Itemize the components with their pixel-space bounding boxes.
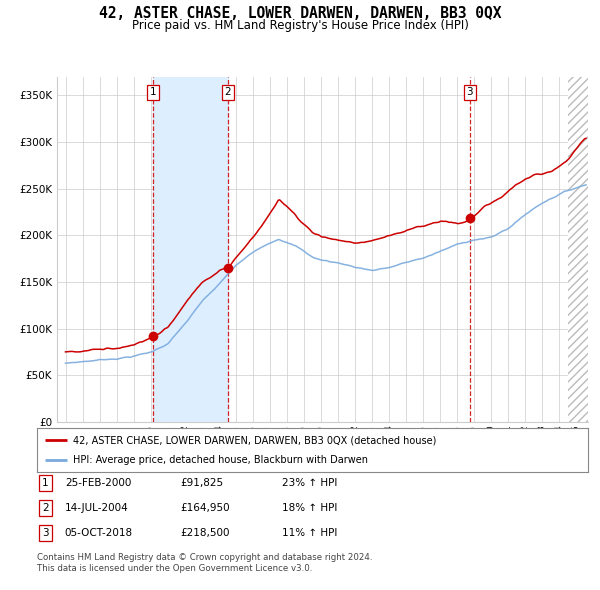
Text: 18% ↑ HPI: 18% ↑ HPI [282,503,337,513]
Text: 42, ASTER CHASE, LOWER DARWEN, DARWEN, BB3 0QX: 42, ASTER CHASE, LOWER DARWEN, DARWEN, B… [99,6,501,21]
Text: 25-FEB-2000: 25-FEB-2000 [65,478,131,488]
Text: Price paid vs. HM Land Registry's House Price Index (HPI): Price paid vs. HM Land Registry's House … [131,19,469,32]
Text: £164,950: £164,950 [180,503,230,513]
Bar [152,77,228,422]
Text: £218,500: £218,500 [180,528,229,537]
Text: 23% ↑ HPI: 23% ↑ HPI [282,478,337,488]
Text: 3: 3 [42,528,49,537]
Text: 11% ↑ HPI: 11% ↑ HPI [282,528,337,537]
Text: 05-OCT-2018: 05-OCT-2018 [65,528,133,537]
Text: Contains HM Land Registry data © Crown copyright and database right 2024.
This d: Contains HM Land Registry data © Crown c… [37,553,373,573]
Text: 2: 2 [224,87,231,97]
Bar [568,77,593,422]
Text: HPI: Average price, detached house, Blackburn with Darwen: HPI: Average price, detached house, Blac… [73,455,368,464]
Text: 42, ASTER CHASE, LOWER DARWEN, DARWEN, BB3 0QX (detached house): 42, ASTER CHASE, LOWER DARWEN, DARWEN, B… [73,435,436,445]
Text: 14-JUL-2004: 14-JUL-2004 [65,503,128,513]
Text: 3: 3 [467,87,473,97]
Text: £91,825: £91,825 [180,478,223,488]
Text: 2: 2 [42,503,49,513]
Text: 1: 1 [42,478,49,488]
Text: 1: 1 [149,87,156,97]
